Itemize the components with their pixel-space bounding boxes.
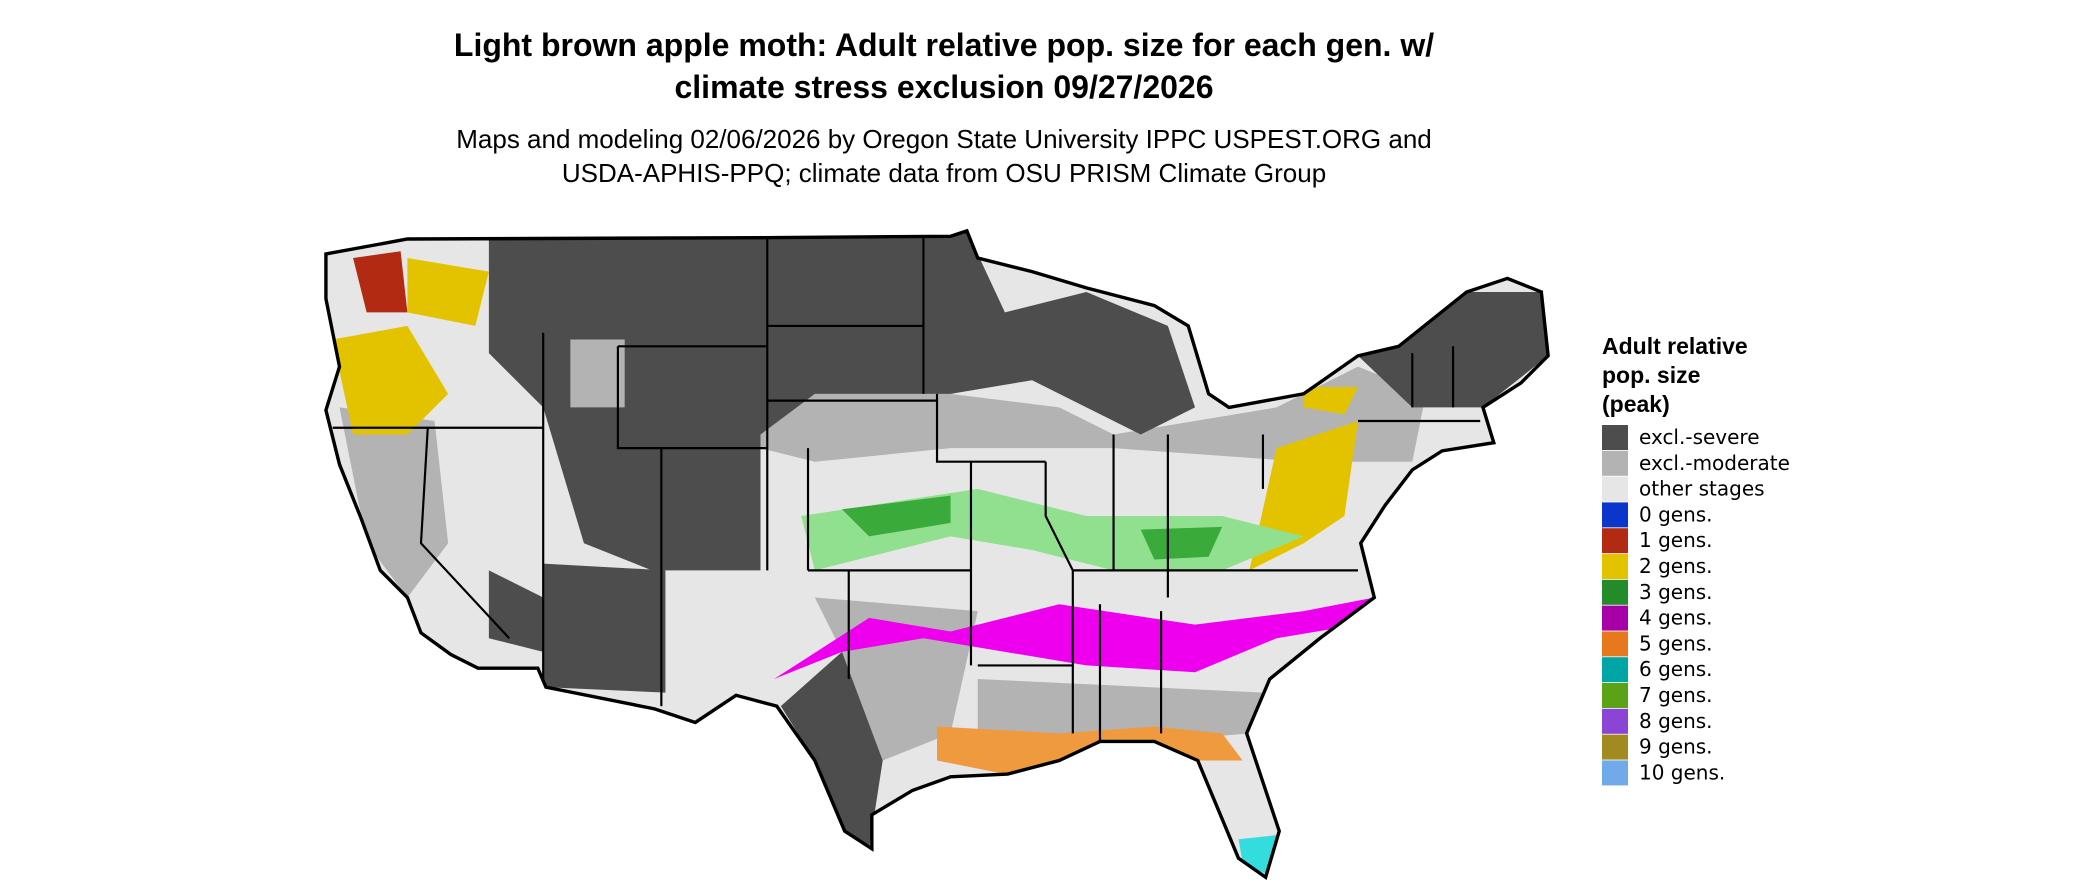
- legend-swatch: [1602, 579, 1628, 605]
- legend-swatch: [1602, 554, 1628, 579]
- legend-label: 6 gens.: [1639, 657, 1713, 681]
- us-map: [324, 228, 1550, 881]
- legend: Adult relative pop. size (peak) excl.-sever…: [1602, 333, 1790, 786]
- legend-title: pop. size: [1602, 362, 1700, 388]
- legend-label: 8 gens.: [1639, 709, 1713, 733]
- legend-label: excl.-moderate: [1639, 451, 1790, 475]
- map-fill: [325, 230, 1549, 878]
- subtitle-line: USDA-APHIS-PPQ; climate data from OSU PR…: [562, 158, 1326, 188]
- legend-swatch: [1602, 528, 1628, 554]
- legend-swatch: [1602, 734, 1628, 760]
- legend-swatch: [1602, 605, 1628, 631]
- legend-swatch: [1602, 657, 1628, 683]
- title-line: climate stress exclusion 09/27/2026: [674, 69, 1213, 105]
- legend-label: 5 gens.: [1639, 631, 1713, 655]
- legend-label: 9 gens.: [1639, 735, 1713, 759]
- legend-swatch: [1602, 631, 1628, 657]
- subtitle-line: Maps and modeling 02/06/2026 by Oregon S…: [456, 124, 1432, 154]
- legend-title: Adult relative: [1602, 333, 1748, 359]
- legend-label: 1 gens.: [1639, 528, 1713, 552]
- legend-swatch: [1602, 476, 1628, 502]
- title-line: Light brown apple moth: Adult relative p…: [454, 27, 1434, 63]
- legend-swatch: [1602, 683, 1628, 708]
- legend-label: 10 gens.: [1639, 760, 1725, 784]
- legend-swatch: [1602, 425, 1628, 450]
- legend-swatch: [1602, 502, 1628, 528]
- legend-label: 0 gens.: [1639, 502, 1713, 526]
- legend-title: (peak): [1602, 391, 1670, 417]
- legend-label: 4 gens.: [1639, 606, 1713, 630]
- legend-label: other stages: [1639, 477, 1765, 501]
- legend-label: 3 gens.: [1639, 580, 1713, 604]
- legend-label: 2 gens.: [1639, 554, 1713, 578]
- legend-label: 7 gens.: [1639, 683, 1713, 707]
- legend-swatch: [1602, 708, 1628, 734]
- legend-swatch: [1602, 450, 1628, 476]
- legend-swatch: [1602, 760, 1628, 786]
- legend-label: excl.-severe: [1639, 425, 1760, 449]
- titles: Light brown apple moth: Adult relative p…: [454, 27, 1434, 188]
